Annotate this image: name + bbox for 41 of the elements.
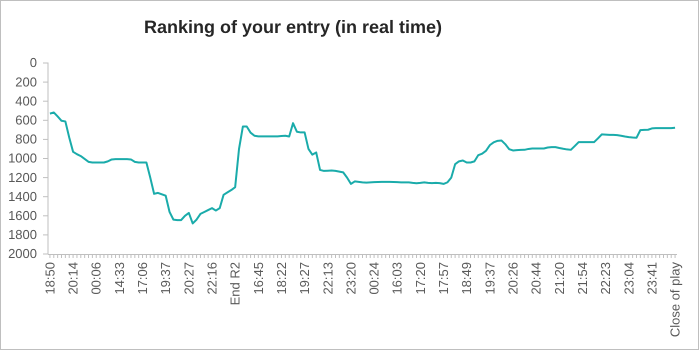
x-tick-label: 20:26: [505, 262, 520, 295]
y-tick-label: 600: [15, 112, 37, 128]
x-tick-label: 18:49: [459, 262, 474, 295]
x-tick-label: 17:20: [412, 262, 428, 295]
x-tick-label: 19:37: [482, 262, 498, 295]
y-tick-label: 0: [30, 55, 37, 70]
x-tick-label: 19:27: [297, 262, 312, 295]
x-tick-label: 14:33: [112, 262, 127, 295]
x-tick-label: 00:06: [88, 262, 104, 295]
x-tick-label: 21:20: [552, 262, 567, 295]
x-tick-label: 20:27: [181, 262, 196, 295]
y-tick-label: 800: [15, 132, 37, 147]
x-tick-label: 23:20: [343, 262, 358, 295]
y-tick-label: 200: [15, 74, 37, 90]
x-tick-label: 16:45: [250, 262, 266, 295]
x-tick-label: 18:50: [42, 262, 58, 295]
line-series: [48, 111, 676, 224]
x-tick-label: 23:04: [621, 262, 636, 295]
y-tick-label: 1600: [8, 208, 37, 223]
y-tick-label: 400: [15, 93, 37, 108]
x-tick-label: 17:57: [436, 262, 452, 295]
y-tick-label: 1000: [8, 150, 37, 166]
x-tick-label: 16:03: [390, 262, 405, 295]
x-tick-label: 20:44: [528, 262, 544, 295]
x-tick-label: 18:22: [274, 262, 289, 295]
chart-title: Ranking of your entry (in real time): [144, 17, 442, 37]
x-tick-label: 19:37: [158, 262, 174, 295]
y-tick-label: 1200: [8, 170, 37, 185]
x-tick-label: 21:54: [574, 262, 590, 295]
y-tick-label: 1800: [8, 227, 37, 242]
x-tick-label: 22:13: [320, 262, 336, 295]
x-tick-label: 17:06: [135, 262, 150, 295]
x-tick-label: 00:24: [366, 262, 382, 295]
x-tick-label: End R2: [228, 262, 243, 306]
x-tick-label: 22:23: [598, 262, 614, 295]
y-tick-label: 1400: [8, 188, 37, 204]
x-tick-label: 20:14: [66, 262, 81, 295]
x-tick-label: 22:16: [204, 262, 220, 295]
y-tick-label: 2000: [8, 246, 37, 262]
x-tick-label: Close of play: [668, 262, 683, 338]
x-tick-label: 23:41: [644, 262, 660, 295]
